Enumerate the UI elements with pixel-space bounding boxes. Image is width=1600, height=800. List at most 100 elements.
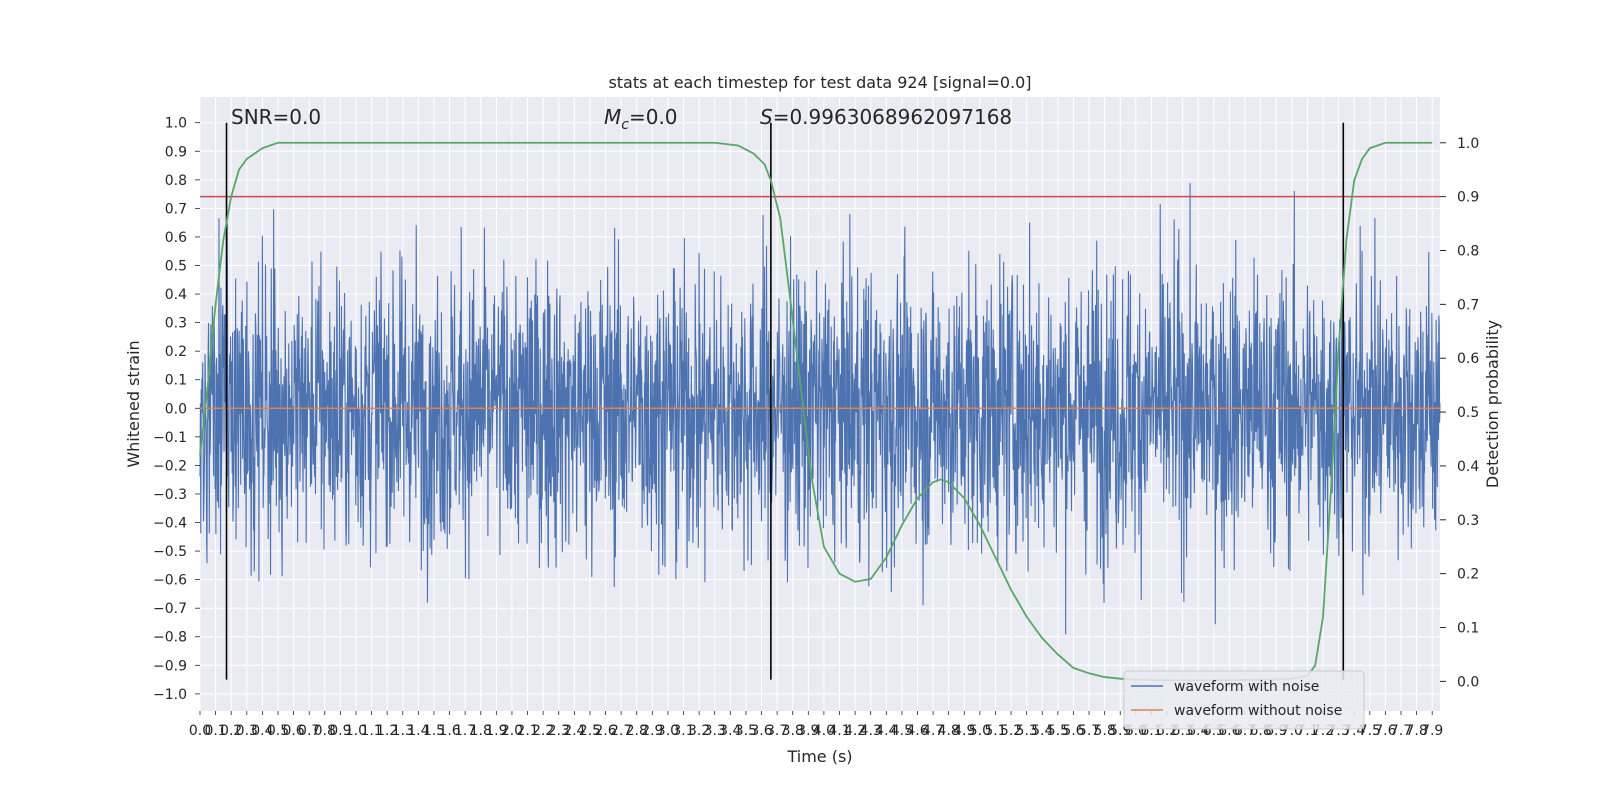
- y-tick-label: −1.0: [153, 687, 187, 703]
- x-tick-label: 1.6: [438, 723, 460, 739]
- y2-tick-label: 0.1: [1457, 621, 1479, 637]
- x-tick-label: 7.5: [1359, 723, 1381, 739]
- x-tick-label: 4.5: [891, 723, 913, 739]
- y-axis-label: Whitened strain: [124, 340, 143, 467]
- x-tick-label: 3.6: [750, 723, 772, 739]
- x-tick-label: 3.8: [782, 723, 804, 739]
- x-tick-label: 4.8: [938, 723, 960, 739]
- x-axis-label: Time (s): [786, 747, 852, 766]
- s-annotation: S=0.9963068962097168: [760, 105, 1012, 129]
- y-tick-label: −0.6: [153, 573, 187, 589]
- y-tick-label: −0.5: [153, 544, 187, 560]
- x-tick-label: 3.1: [672, 723, 694, 739]
- x-tick-label: 1.7: [454, 723, 476, 739]
- chart-title: stats at each timestep for test data 924…: [608, 73, 1031, 92]
- x-tick-label: 0.1: [204, 723, 226, 739]
- y2-tick-label: 0.2: [1457, 567, 1479, 583]
- mc-annotation: Mc=0.0: [604, 105, 678, 133]
- y-tick-label: 0.8: [165, 173, 187, 189]
- series-waveform-with-noise: [199, 183, 1441, 635]
- x-tick-label: 5.8: [1094, 723, 1116, 739]
- x-tick-label: 7.8: [1405, 723, 1427, 739]
- x-tick-label: 2.1: [516, 723, 538, 739]
- y-tick-label: −0.2: [153, 458, 187, 474]
- x-tick-label: 1.3: [392, 723, 414, 739]
- y-tick-label: −0.7: [153, 601, 187, 617]
- x-tick-label: 1.9: [485, 723, 507, 739]
- y-tick-label: 0.5: [165, 258, 187, 274]
- x-tick-label: 4.7: [922, 723, 944, 739]
- y-tick-label: 0.7: [165, 201, 187, 217]
- x-tick-label: 3.0: [657, 723, 679, 739]
- x-tick-label: 0.2: [220, 723, 242, 739]
- y-tick-label: 0.0: [165, 401, 187, 417]
- y2-tick-label: 0.9: [1457, 190, 1479, 206]
- x-tick-label: 1.1: [360, 723, 382, 739]
- x-tick-label: 3.9: [797, 723, 819, 739]
- x-tick-label: 7.6: [1374, 723, 1396, 739]
- x-tick-label: 5.6: [1062, 723, 1084, 739]
- x-tick-label: 2.6: [594, 723, 616, 739]
- x-tick-label: 2.9: [641, 723, 663, 739]
- y-tick-label: 0.1: [165, 373, 187, 389]
- x-tick-label: 2.4: [563, 723, 585, 739]
- x-tick-label: 1.4: [407, 723, 429, 739]
- y2-tick-label: 0.4: [1457, 459, 1479, 475]
- y-tick-label: 0.3: [165, 316, 187, 332]
- x-tick-label: 4.9: [953, 723, 975, 739]
- x-tick-label: 3.4: [719, 723, 741, 739]
- x-tick-label: 3.7: [766, 723, 788, 739]
- x-tick-label: 4.0: [813, 723, 835, 739]
- x-tick-label: 4.2: [844, 723, 866, 739]
- x-tick-label: 2.5: [579, 723, 601, 739]
- x-tick-label: 5.4: [1031, 723, 1053, 739]
- x-tick-label: 2.2: [532, 723, 554, 739]
- y2-tick-label: 1.0: [1457, 136, 1479, 152]
- y-tick-label: −0.1: [153, 430, 187, 446]
- legend-label: waveform with noise: [1174, 679, 1319, 695]
- y2-tick-label: 0.7: [1457, 297, 1479, 313]
- series-detection-probability: [199, 141, 1433, 682]
- y-tick-label: −0.4: [153, 516, 187, 532]
- y2-tick-label: 0.3: [1457, 513, 1479, 529]
- x-tick-label: 5.2: [1000, 723, 1022, 739]
- y-tick-label: 0.4: [165, 287, 187, 303]
- x-tick-label: 3.3: [704, 723, 726, 739]
- x-tick-label: 5.3: [1016, 723, 1038, 739]
- x-tick-label: 0.8: [314, 723, 336, 739]
- y2-axis-label: Detection probability: [1483, 320, 1502, 488]
- x-tick-label: 0.3: [236, 723, 258, 739]
- x-tick-label: 1.8: [470, 723, 492, 739]
- x-tick-label: 1.0: [345, 723, 367, 739]
- x-tick-label: 3.5: [735, 723, 757, 739]
- x-tick-label: 2.7: [610, 723, 632, 739]
- y-tick-label: 0.6: [165, 230, 187, 246]
- x-tick-label: 4.1: [828, 723, 850, 739]
- x-tick-label: 5.1: [984, 723, 1006, 739]
- y2-tick-label: 0.8: [1457, 244, 1479, 260]
- x-tick-label: 0.5: [267, 723, 289, 739]
- y-tick-label: −0.9: [153, 658, 187, 674]
- x-tick-label: 1.5: [423, 723, 445, 739]
- x-tick-label: 7.9: [1421, 723, 1443, 739]
- x-tick-label: 0.9: [329, 723, 351, 739]
- x-tick-label: 4.3: [860, 723, 882, 739]
- y-tick-label: 0.9: [165, 144, 187, 160]
- y2-tick-label: 0.5: [1457, 405, 1479, 421]
- x-tick-label: 0.4: [251, 723, 273, 739]
- legend-label: waveform without noise: [1174, 703, 1342, 719]
- x-tick-label: 0.6: [282, 723, 304, 739]
- snr-annotation: SNR=0.0: [231, 105, 321, 129]
- legend-box: [1123, 670, 1365, 730]
- y-tick-label: 1.0: [165, 116, 187, 132]
- x-tick-label: 5.7: [1078, 723, 1100, 739]
- x-tick-label: 2.8: [626, 723, 648, 739]
- y-tick-label: −0.8: [153, 630, 187, 646]
- x-tick-label: 2.0: [501, 723, 523, 739]
- x-tick-label: 3.2: [688, 723, 710, 739]
- x-tick-label: 5.5: [1047, 723, 1069, 739]
- x-tick-label: 1.2: [376, 723, 398, 739]
- y2-tick-label: 0.0: [1457, 674, 1479, 690]
- y-tick-label: −0.3: [153, 487, 187, 503]
